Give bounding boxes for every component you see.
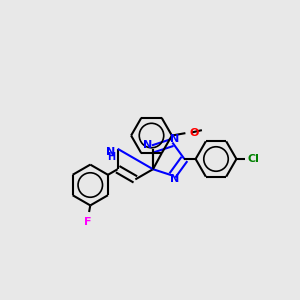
- Text: N: N: [170, 173, 179, 184]
- Text: O: O: [189, 128, 198, 138]
- Text: N: N: [106, 147, 116, 157]
- Text: H: H: [107, 152, 115, 162]
- Text: N: N: [170, 134, 179, 145]
- Text: Cl: Cl: [248, 154, 260, 164]
- Text: F: F: [84, 218, 92, 227]
- Text: N: N: [143, 140, 152, 150]
